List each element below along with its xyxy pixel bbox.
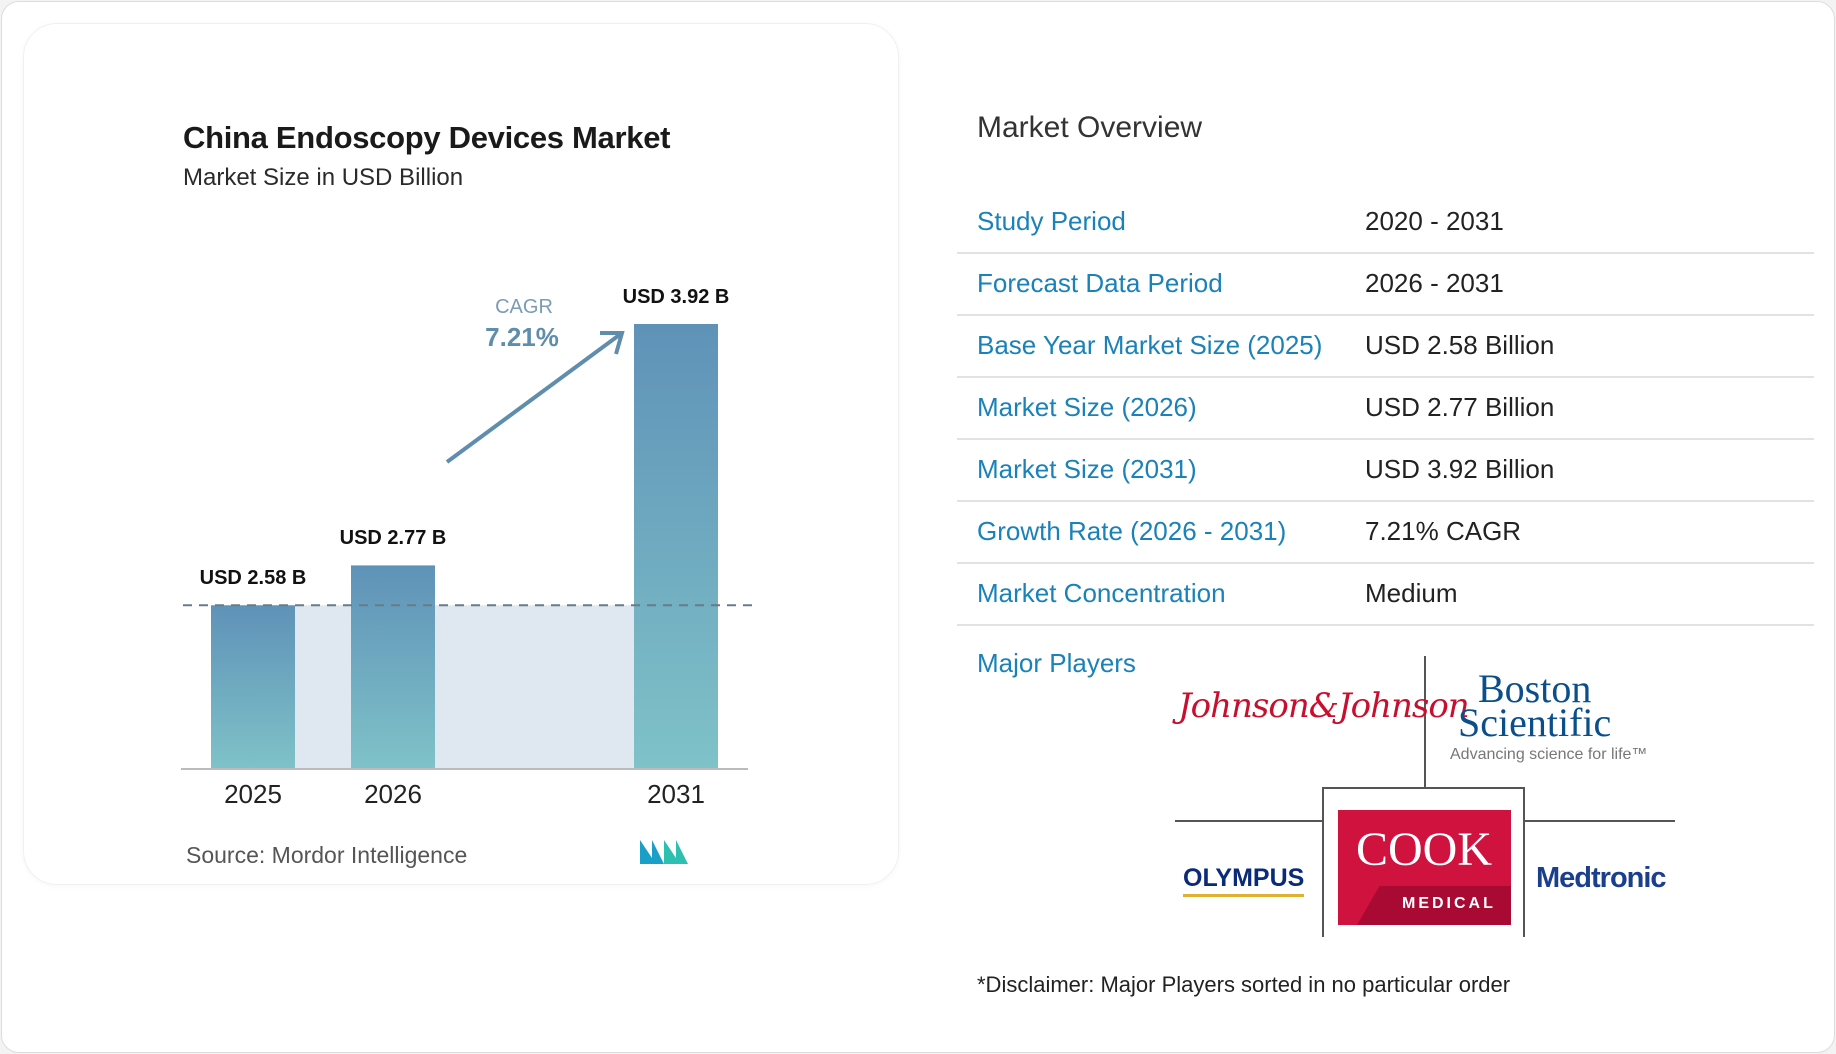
row-value: 7.21% CAGR <box>1365 516 1522 546</box>
cagr-value: 7.21% <box>485 322 559 352</box>
overview-row: Market Size (2031) USD 3.92 Billion <box>957 440 1814 502</box>
data-label: USD 2.58 B <box>199 567 307 590</box>
cook-frame <box>1322 787 1525 937</box>
row-label: Market Size (2026) <box>977 392 1197 422</box>
overview-row: Base Year Market Size (2025) USD 2.58 Bil… <box>957 316 1814 378</box>
data-label: USD 2.77 B <box>339 527 447 550</box>
logo-boston-scientific: Boston Scientific <box>1458 666 1612 745</box>
disclaimer: *Disclaimer: Major Players sorted in no … <box>977 972 1511 997</box>
chart-subtitle: Market Size in USD Billion <box>183 164 464 191</box>
logo-olympus: OLYMPUS <box>1183 864 1305 897</box>
data-label: USD 3.92 B <box>622 286 730 308</box>
cook-text: COOK <box>1356 823 1493 876</box>
cagr-label: CAGR <box>495 296 553 318</box>
logo-johnson-johnson: Johnson&Johnson <box>1178 686 1470 726</box>
x-tick-label: 2025 <box>224 779 282 809</box>
cook-sub: MEDICAL <box>1402 895 1496 912</box>
chart-card <box>23 23 899 885</box>
bar-chart <box>181 324 752 770</box>
overview-title: Market Overview <box>977 111 1203 144</box>
divider <box>1175 820 1322 822</box>
x-tick-label: 2026 <box>364 779 422 809</box>
logo-cook-medical: COOK MEDICAL <box>1338 810 1511 925</box>
source-text: Source: Mordor Intelligence <box>186 842 468 868</box>
x-tick-label: 2031 <box>647 779 705 809</box>
bs-tagline: Advancing science for life™ <box>1450 746 1648 763</box>
overview-row: Growth Rate (2026 - 2031) 7.21% CAGR <box>957 502 1814 564</box>
row-label: Base Year Market Size (2025) <box>977 330 1323 360</box>
baseline-shade <box>253 605 676 769</box>
bar-2026 <box>351 565 435 769</box>
bar-2031 <box>634 324 718 769</box>
row-value: 2020 - 2031 <box>1365 206 1504 236</box>
row-value: USD 2.77 Billion <box>1365 392 1555 422</box>
row-label: Market Size (2031) <box>977 454 1197 484</box>
divider <box>1525 820 1675 822</box>
overview-row: Forecast Data Period 2026 - 2031 <box>957 254 1814 316</box>
logo-medtronic: Medtronic <box>1536 862 1667 894</box>
row-value: USD 3.92 Billion <box>1365 454 1555 484</box>
row-label: Market Concentration <box>977 578 1226 608</box>
cagr-arrow <box>445 331 625 464</box>
row-value: 2026 - 2031 <box>1365 268 1504 298</box>
mordor-logo-icon <box>640 840 688 864</box>
divider <box>1424 656 1426 787</box>
row-value: Medium <box>1365 578 1458 608</box>
overview-row: Market Concentration Medium <box>957 564 1814 626</box>
row-label: Study Period <box>977 206 1126 236</box>
bs-line1: Boston <box>1477 666 1592 711</box>
row-label: Forecast Data Period <box>977 268 1223 298</box>
bar-2025 <box>211 605 295 769</box>
chart-title: China Endoscopy Devices Market <box>183 120 671 155</box>
overview-row: Study Period 2020 - 2031 <box>957 192 1814 254</box>
overview-row: Market Size (2026) USD 2.77 Billion <box>957 378 1814 440</box>
bs-line2: Scientific <box>1458 700 1612 745</box>
major-players-label: Major Players <box>977 648 1136 678</box>
row-value: USD 2.58 Billion <box>1365 330 1555 360</box>
row-label: Growth Rate (2026 - 2031) <box>977 516 1287 546</box>
